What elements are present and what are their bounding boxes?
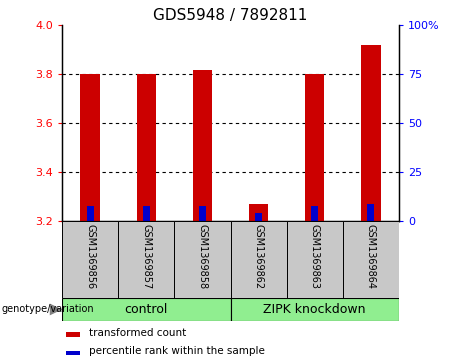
- Text: GSM1369863: GSM1369863: [310, 224, 319, 289]
- Text: genotype/variation: genotype/variation: [1, 305, 94, 314]
- Bar: [65, 351, 80, 355]
- Bar: [287, 221, 343, 298]
- Bar: [343, 221, 399, 298]
- Bar: [230, 221, 287, 298]
- Bar: [305, 74, 325, 221]
- Bar: [62, 298, 230, 321]
- Text: GSM1369862: GSM1369862: [254, 224, 264, 290]
- Text: GSM1369857: GSM1369857: [142, 224, 151, 290]
- Bar: [255, 213, 262, 221]
- Bar: [230, 298, 399, 321]
- Polygon shape: [50, 303, 62, 315]
- Bar: [143, 205, 150, 221]
- Text: ZIPK knockdown: ZIPK knockdown: [263, 303, 366, 316]
- Bar: [118, 221, 174, 298]
- Text: percentile rank within the sample: percentile rank within the sample: [89, 346, 265, 356]
- Bar: [249, 204, 268, 221]
- Bar: [193, 70, 212, 221]
- Bar: [87, 205, 94, 221]
- Bar: [136, 74, 156, 221]
- Bar: [199, 205, 206, 221]
- Bar: [361, 45, 380, 221]
- Bar: [311, 205, 318, 221]
- Text: transformed count: transformed count: [89, 328, 186, 338]
- Bar: [367, 204, 374, 221]
- Text: GSM1369858: GSM1369858: [197, 224, 207, 290]
- Text: GSM1369856: GSM1369856: [85, 224, 95, 290]
- Bar: [65, 333, 80, 337]
- Text: control: control: [124, 303, 168, 316]
- Bar: [62, 221, 118, 298]
- Bar: [174, 221, 230, 298]
- Title: GDS5948 / 7892811: GDS5948 / 7892811: [154, 8, 307, 23]
- Text: GSM1369864: GSM1369864: [366, 224, 376, 289]
- Bar: [81, 74, 100, 221]
